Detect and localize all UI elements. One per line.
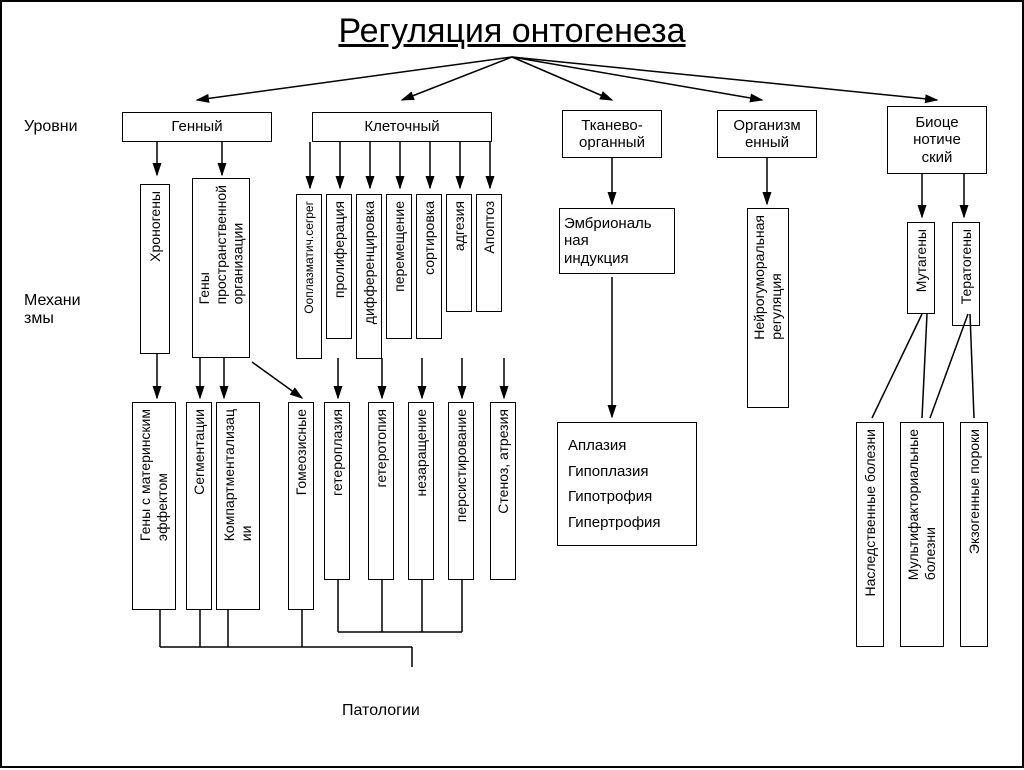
mech-move: перемещение [386,194,412,339]
level-cell: Клеточный [312,112,492,142]
mech-differ: дифференцировка [356,194,382,359]
mech-ooplas: Ооплазматич.сегрег [296,194,322,359]
level-tissue: Тканево- органный [562,110,662,158]
lower-compart: Компартментализац ии [216,402,260,610]
mech-prolif: пролиферация [326,194,352,339]
bioc-multi: Мультифакториальные болезни [900,422,944,647]
level-genny: Генный [122,112,272,142]
lower-heterotopia: гетеротопия [368,402,394,580]
mech-muta: Мутагены [907,222,935,314]
mech-chrono: Хроногены [140,184,170,354]
mech-neuro: Нейрогуморальная регуляция [747,208,789,408]
label-levels: Уровни [24,118,78,136]
label-mechanisms: Механи змы [24,292,81,328]
lower-heteroplasia: гетероплазия [324,402,350,580]
bioc-hered: Наследственные болезни [856,422,884,647]
lower-nezar: незаращение [408,402,434,580]
tp-1: Гипоплазия [568,459,686,485]
tp-3: Гипертрофия [568,510,686,536]
bioc-exo: Экзогенные пороки [960,422,988,647]
mech-terat: Тератогены [952,222,980,326]
lower-maternal: Гены с материнским эффектом [132,402,176,610]
lower-stenoz: Стеноз, атрезия [490,402,516,580]
lower-homeo: Гомеозисные [288,402,314,610]
mech-spatial: Гены пространственной организации [192,178,250,358]
level-bioc: Биоце нотиче ский [887,106,987,174]
tp-2: Гипотрофия [568,484,686,510]
mech-embryo: Эмбриональ ная индукция [559,208,675,274]
mech-adhes: адгезия [446,194,472,312]
lower-persist: персистирование [448,402,474,580]
label-pathologies: Патологии [342,702,420,720]
mech-sort: сортировка [416,194,442,339]
diagram-title: Регуляция онтогенеза [338,12,685,51]
level-organism: Организм енный [717,110,817,158]
lower-segment: Сегментации [186,402,212,610]
mech-apop: Апоптоз [476,194,502,312]
tissue-pathologies: Аплазия Гипоплазия Гипотрофия Гипертрофи… [557,422,697,546]
tp-0: Аплазия [568,433,686,459]
